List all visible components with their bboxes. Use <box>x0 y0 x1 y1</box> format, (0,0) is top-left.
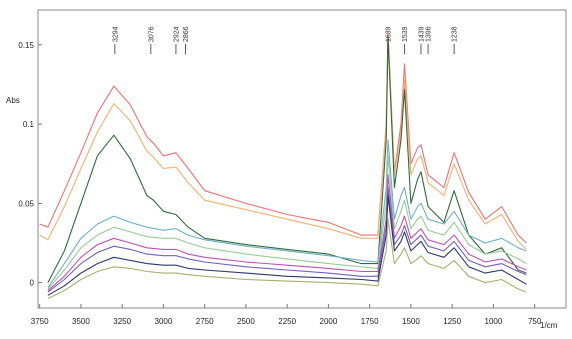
x-tick-label: 3250 <box>113 317 131 326</box>
spectrum-line-1 <box>39 31 527 244</box>
peak-label: 2924 <box>173 26 180 42</box>
x-tick-label: 2500 <box>237 317 255 326</box>
y-tick-label: 0 <box>30 279 35 288</box>
x-axis-unit-label: 1/cm <box>540 321 558 330</box>
x-tick-label: 1750 <box>361 317 379 326</box>
x-tick-label: 1250 <box>443 317 461 326</box>
spectrum-line-6 <box>47 174 527 292</box>
y-tick-label: 0.05 <box>18 199 34 208</box>
peak-label: 1439 <box>419 26 426 42</box>
x-tick-label: 750 <box>528 317 542 326</box>
peak-label: 3076 <box>148 26 155 42</box>
x-tick-label: 3000 <box>155 317 173 326</box>
x-tick-label: 1500 <box>402 317 420 326</box>
peak-labels: 3294 3076 2924 2866 1639 1539 1439 1396 1238 <box>112 26 459 54</box>
peak-label: 1639 <box>386 26 393 42</box>
spectrum-line-2 <box>39 34 527 250</box>
y-axis-label: Abs <box>6 96 20 105</box>
x-tick-label: 2000 <box>320 317 338 326</box>
peak-label: 1539 <box>402 26 409 42</box>
x-tick-label: 3500 <box>72 317 90 326</box>
x-tick-label: 3750 <box>31 317 49 326</box>
plot-frame <box>37 9 567 309</box>
peak-label: 1396 <box>426 26 433 42</box>
peak-label: 1238 <box>452 26 459 42</box>
spectrum-line-8 <box>47 194 527 296</box>
spectrum-line-9 <box>47 218 527 299</box>
spectra-lines <box>39 31 527 299</box>
x-tick-label: 1000 <box>485 317 503 326</box>
y-tick-label: 0.1 <box>23 120 35 129</box>
spectrum-line-3 <box>47 36 527 283</box>
y-tick-label: 0.15 <box>18 41 34 50</box>
x-tick-label: 2250 <box>278 317 296 326</box>
spectrum-line-5 <box>47 155 527 290</box>
peak-label: 3294 <box>112 26 119 42</box>
x-axis-ticks: 3750 3500 3250 3000 2750 2500 2250 2000 1750 1500… <box>31 304 542 326</box>
y-axis-ticks: 0.15 0.1 0.05 0 <box>18 41 42 288</box>
peak-label: 2866 <box>183 26 190 42</box>
spectrum-line-4 <box>47 139 527 288</box>
x-tick-label: 2750 <box>196 317 214 326</box>
spectrum-line-7 <box>47 186 527 293</box>
